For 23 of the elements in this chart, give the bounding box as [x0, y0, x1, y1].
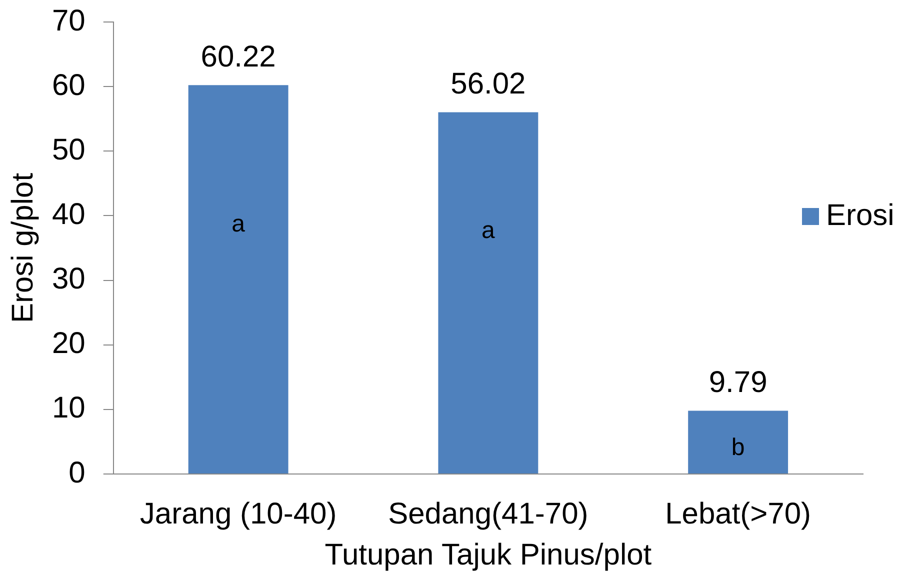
y-tick-label: 30: [52, 262, 86, 296]
x-tick-label: Sedang(41-70): [388, 497, 588, 530]
bar: [438, 112, 538, 474]
y-tick-label: 50: [52, 133, 86, 166]
bar: [688, 410, 788, 474]
y-tick-label: 60: [52, 68, 86, 102]
y-tick-label: 0: [68, 456, 86, 490]
annotation: a: [482, 217, 496, 244]
y-axis-title: Erosi g/plot: [6, 172, 40, 324]
y-tick-label: 40: [52, 198, 86, 231]
y-tick-label: 70: [52, 4, 86, 38]
bar: [188, 85, 288, 474]
legend-label: Erosi: [826, 198, 894, 234]
x-axis-title: Tutupan Tajuk Pinus/plot: [324, 538, 652, 572]
y-tick-label: 10: [52, 392, 86, 425]
x-tick-label: Jarang (10-40): [140, 497, 337, 530]
annotation: b: [731, 434, 745, 462]
annotation: a: [232, 210, 246, 238]
data-label: 9.79: [708, 366, 768, 400]
x-tick-label: Lebat(>70): [665, 497, 812, 530]
data-label: 60.22: [200, 40, 276, 74]
y-tick-label: 20: [52, 327, 86, 360]
data-label: 56.02: [450, 68, 526, 101]
